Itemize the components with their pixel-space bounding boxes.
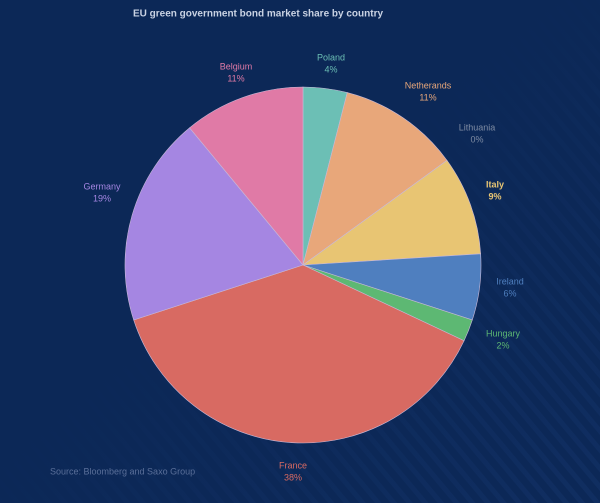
slice-label: Netherands [405,80,452,90]
slice-value-label: 11% [419,92,436,102]
slice-label: France [279,460,307,470]
slice-label: Hungary [486,328,521,338]
slice-label: Italy [486,179,504,189]
slice-value-label: 0% [470,134,483,144]
slice-label: Ireland [496,276,524,286]
slice-value-label: 9% [488,191,501,201]
slice-label: Lithuania [459,122,496,132]
chart-title: EU green government bond market share by… [133,9,383,20]
slice-label: Poland [317,52,345,62]
pie-slice [133,264,465,444]
pie-slice [189,86,304,266]
slice-value-label: 2% [496,340,509,350]
slice-value-label: 38% [284,472,302,482]
slice-value-label: 6% [503,288,516,298]
slice-value-label: 11% [227,73,244,83]
source: Source: Bloomberg and Saxo Group [50,466,195,476]
slice-value-label: 19% [93,193,111,203]
slice-label: Belgium [220,61,253,71]
slice-label: Germany [83,181,121,191]
pie-slice [302,92,448,266]
pie-slice [301,159,481,266]
slice-value-label: 4% [324,64,337,74]
pie-slice [124,127,304,321]
